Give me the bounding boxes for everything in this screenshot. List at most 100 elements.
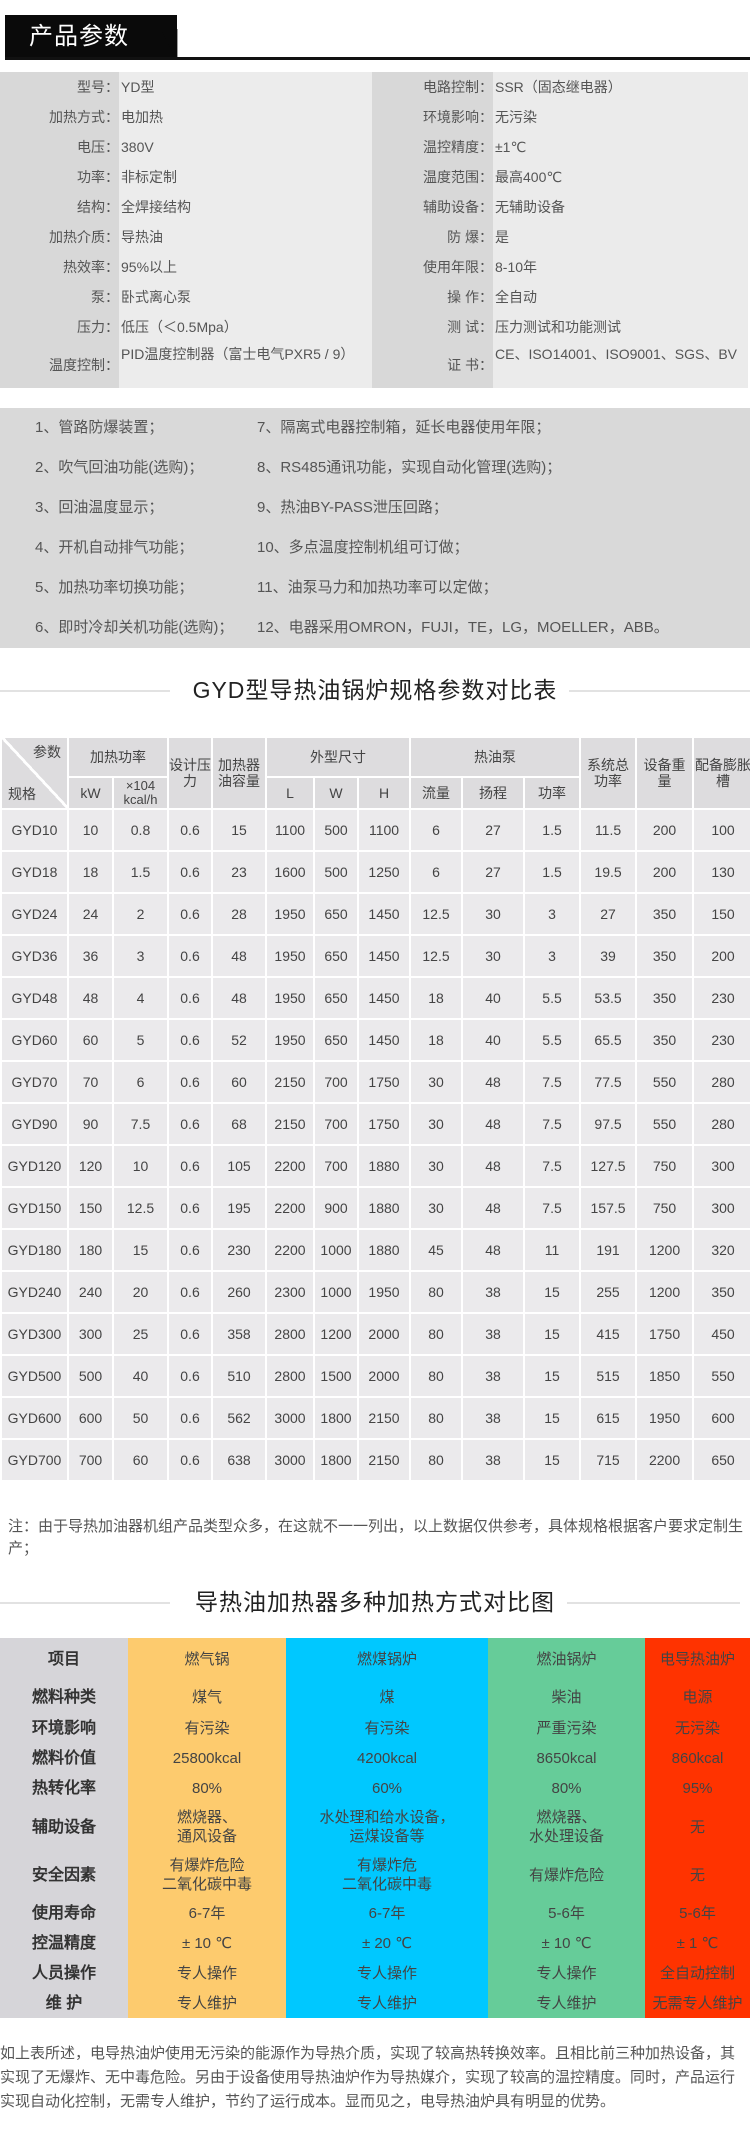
comparison-cell: 专人操作 (128, 1958, 286, 1988)
param-value: 非标定制 (119, 162, 372, 192)
table-cell: 230 (211, 1228, 267, 1272)
table-cell: 200 (692, 934, 750, 978)
table-cell: 127.5 (579, 1144, 638, 1188)
table-cell: 650 (313, 976, 359, 1020)
model-cell: GYD180 (0, 1228, 69, 1272)
table-cell: 550 (635, 1102, 695, 1146)
table-row: GYD120 120 10 0.6 105 2200 700 1880 30 48 7.5 127.5… (0, 1144, 750, 1188)
spec-table: 参数 规格 加热功率 设计压力 加热器油容量 外型尺寸 热油泵 系统总功率 设备… (0, 736, 750, 1482)
table-cell: 38 (461, 1354, 526, 1398)
table-cell: 80 (409, 1438, 464, 1482)
model-cell: GYD18 (0, 850, 69, 894)
table-cell: 36 (67, 934, 114, 978)
table-cell: 3 (523, 892, 582, 936)
table-cell: 0.6 (167, 1396, 213, 1440)
param-row: 压力： 低压（＜0.5Mpa）测 试： 压力测试和功能测试 (0, 312, 750, 342)
table-cell: 1500 (313, 1354, 359, 1398)
header-pump-power: 功率 (523, 776, 582, 810)
title-line-left (0, 690, 170, 692)
table-cell: 52 (211, 1018, 267, 1062)
table-cell: 1250 (356, 850, 412, 894)
row-label: 人员操作 (0, 1958, 128, 1988)
table-row: GYD70 70 6 0.6 60 2150 700 1750 30 48 7.5 77.5 550 28… (0, 1060, 750, 1104)
table-cell: 48 (461, 1228, 526, 1272)
table-row: GYD48 48 4 0.6 48 1950 650 1450 18 40 5.5 53.5 350 23… (0, 976, 750, 1020)
param-label: 证 书： (372, 342, 493, 388)
table-cell: 750 (635, 1186, 695, 1230)
table-cell: 415 (579, 1312, 638, 1356)
table-cell: 1950 (265, 1018, 315, 1062)
table-row: GYD60 60 5 0.6 52 1950 650 1450 18 40 5.5 65.5 350 23… (0, 1018, 750, 1062)
table-cell: 15 (523, 1396, 582, 1440)
table-cell: 0.6 (167, 1312, 213, 1356)
table-cell: 12.5 (112, 1186, 169, 1230)
table-cell: 15 (523, 1354, 582, 1398)
param-label: 防 爆： (372, 222, 493, 252)
table-cell: 1600 (265, 850, 315, 894)
header-total-power: 系统总功率 (579, 736, 638, 810)
table-row: GYD700 700 60 0.6 638 3000 1800 2150 80 38 15 715 22… (0, 1438, 750, 1482)
table-row: GYD24 24 2 0.6 28 1950 650 1450 12.5 30 3 27 350 150 (0, 892, 750, 936)
table-cell: 3000 (265, 1438, 315, 1482)
row-label: 使用寿命 (0, 1899, 128, 1928)
param-value: 最高400℃ (493, 162, 748, 192)
model-cell: GYD24 (0, 892, 69, 936)
feature-item: 8、RS485通讯功能，实现自动化管理(选购)； (257, 459, 562, 476)
param-value: SSR（固态继电器） (493, 72, 748, 102)
table-cell: 80 (409, 1312, 464, 1356)
spec-note: 注：由于导热加油器机组产品类型众多，在这就不一一列出，以上数据仅供参考，具体规格… (8, 1518, 744, 1557)
table-cell: 515 (579, 1354, 638, 1398)
table-cell: 48 (461, 1186, 526, 1230)
header-head: 扬程 (461, 776, 526, 810)
feature-item: 6、即时冷却关机功能(选购)； (35, 619, 234, 636)
table-cell: 7.5 (523, 1102, 582, 1146)
table-cell: 19.5 (579, 850, 638, 894)
table-cell: 3 (112, 934, 169, 978)
model-cell: GYD60 (0, 1018, 69, 1062)
param-label: 热效率： (0, 252, 119, 282)
table-cell: 1100 (356, 808, 412, 852)
comparison-cell: 8650kcal (488, 1743, 645, 1773)
corner-spec-label: 规格 (8, 786, 36, 802)
table-cell: 97.5 (579, 1102, 638, 1146)
comparison-row: 燃料价值 25800kcal 4200kcal 8650kcal 860kcal (0, 1743, 750, 1773)
param-value: 是 (493, 222, 748, 252)
param-row: 电压： 380V 温控精度： ±1℃ (0, 132, 750, 162)
feature-item: 5、加热功率切换功能； (35, 579, 194, 596)
comparison-cell: 专人操作 (286, 1958, 488, 1988)
table-cell: 700 (313, 1102, 359, 1146)
param-value: 全自动 (493, 282, 748, 312)
table-cell: 2150 (356, 1396, 412, 1440)
model-cell: GYD48 (0, 976, 69, 1020)
param-label: 温度范围： (372, 162, 493, 192)
comparison-cell: 有污染 (128, 1714, 286, 1743)
comparison-cell: ± 10 ℃ (128, 1928, 286, 1958)
feature-item: 1、管路防爆装置； (35, 419, 164, 436)
table-cell: 40 (461, 1018, 526, 1062)
comparison-cell: 煤 (286, 1680, 488, 1714)
param-row: 加热方式： 电加热 环境影响： 无污染 (0, 102, 750, 132)
comparison-cell: 6-7年 (128, 1899, 286, 1928)
table-row: GYD240 240 20 0.6 260 2300 1000 1950 80 38 15 255 12… (0, 1270, 750, 1314)
table-cell: 38 (461, 1438, 526, 1482)
table-cell: 0.6 (167, 892, 213, 936)
model-cell: GYD36 (0, 934, 69, 978)
table-cell: 300 (67, 1312, 114, 1356)
param-value: 8-10年 (493, 252, 748, 282)
table-cell: 2000 (356, 1354, 412, 1398)
table-cell: 1200 (635, 1228, 695, 1272)
comparison-row: 人员操作 专人操作 专人操作 专人操作 全自动控制 (0, 1958, 750, 1988)
table-cell: 2800 (265, 1354, 315, 1398)
title-line-right (565, 690, 750, 692)
comparison-row: 安全因素 有爆炸危险 二氧化碳中毒 有爆炸危 二氧化碳中毒 有爆炸危险无 (0, 1851, 750, 1899)
param-value: YD型 (119, 72, 372, 102)
table-cell: 0.6 (167, 850, 213, 894)
table-cell: 0.6 (167, 934, 213, 978)
comparison-cell: 80% (128, 1773, 286, 1803)
feature-item: 9、热油BY-PASS泄压回路； (257, 499, 448, 516)
param-value: 低压（＜0.5Mpa） (119, 312, 372, 342)
param-row: 结构： 全焊接结构 辅助设备： 无辅助设备 (0, 192, 750, 222)
model-cell: GYD300 (0, 1312, 69, 1356)
header-flow: 流量 (409, 776, 464, 810)
table-cell: 38 (461, 1270, 526, 1314)
